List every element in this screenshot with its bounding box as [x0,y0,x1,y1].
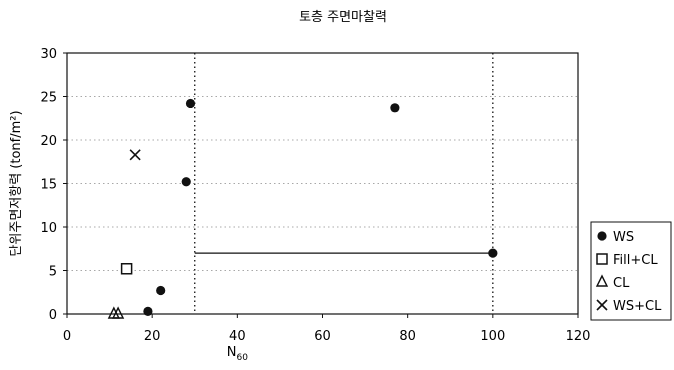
legend-entry-label: WS [613,230,634,245]
x-axis-ticks: 0 20 40 60 80 100 120 [63,314,591,344]
y-tick-label: 30 [40,47,57,62]
y-tick-label: 20 [40,134,57,149]
x-tick-label: 100 [480,329,505,344]
legend-marker [597,231,607,241]
x-tick-label: 60 [314,329,331,344]
legend-entry-label: Fill+CL [613,253,658,268]
grid-lines [67,96,578,271]
y-tick-label: 25 [40,91,57,106]
data-points [107,98,498,319]
legend-entry-label: CL [613,276,630,291]
data-point [129,149,141,161]
y-axis-ticks: 0 5 10 15 20 25 30 [40,47,67,323]
chart-title: 토층 주면마찰력 [299,10,387,25]
x-axis-label: N60 [227,345,248,363]
legend-marker [596,299,608,311]
data-point [120,263,133,275]
y-tick-label: 5 [49,265,57,280]
data-point [185,98,196,109]
x-tick-label: 0 [63,329,71,344]
reference-lines [194,53,494,314]
data-point [181,177,191,187]
x-tick-label: 40 [229,329,246,344]
data-point [488,248,498,258]
legend: WS Fill+CL CL WS+CL [590,221,672,321]
data-point [143,306,153,316]
y-tick-label: 0 [49,308,57,323]
data-point [156,285,166,296]
data-point [390,103,400,113]
y-tick-label: 15 [40,178,57,193]
legend-entry-label: WS+CL [613,299,662,314]
legend-marker [595,274,609,287]
legend-marker [596,253,608,265]
y-tick-label: 10 [40,221,57,236]
x-axis-label-sub: 60 [236,353,248,363]
x-tick-label: 20 [144,329,161,344]
x-axis-label-main: N [227,345,237,360]
x-tick-label: 120 [566,329,591,344]
y-axis-label: 단위주면저항력 (tonf/m²) [9,110,24,256]
data-point [111,306,125,319]
x-tick-label: 80 [399,329,416,344]
